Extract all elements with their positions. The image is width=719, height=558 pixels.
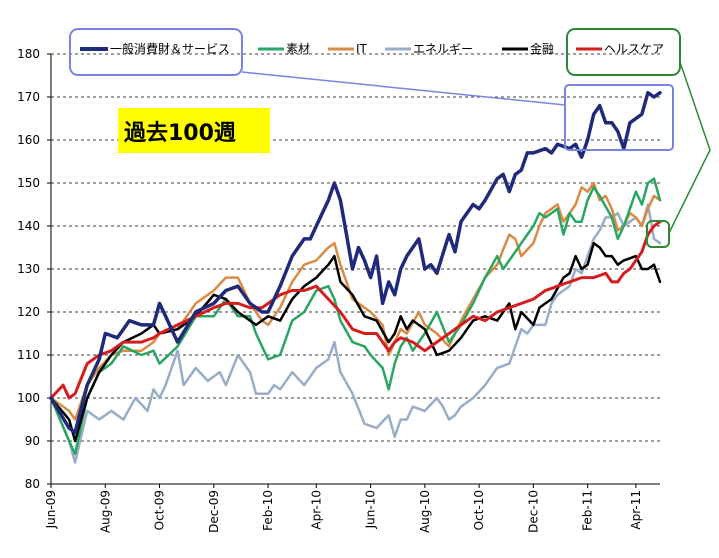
legend-label: 一般消費財＆サービス: [110, 41, 230, 56]
x-tick-label: Aug-09: [98, 490, 112, 533]
y-tick-label: 160: [17, 133, 40, 147]
y-tick-label: 100: [17, 391, 40, 405]
x-tick-label: Oct-10: [472, 490, 486, 530]
y-tick-label: 170: [17, 90, 40, 104]
series-line-materials: [49, 177, 662, 456]
legend-item-materials: 素材: [258, 42, 310, 56]
legend: 一般消費財＆サービス 素材 IT エネルギー 金融 ヘルスケア: [80, 41, 664, 56]
badge-background: [118, 108, 270, 153]
callout-consumer-end: [564, 84, 674, 151]
callout-consumer-connector: [241, 71, 566, 106]
x-tick-label: Apr-11: [629, 490, 643, 530]
legend-item-energy: エネルギー: [385, 42, 473, 56]
badge: 過去100週: [118, 108, 270, 153]
x-tick-label: Jun-09: [44, 490, 58, 529]
legend-item-financials: 金融: [502, 41, 554, 56]
y-tick-label: 180: [17, 47, 40, 61]
callout-healthcare-connector: [668, 61, 711, 234]
x-tick-labels: Jun-09 Aug-09 Oct-09 Dec-09 Feb-10 Apr-10 Jun-…: [44, 484, 643, 533]
x-tick-label: Feb-11: [581, 490, 595, 531]
y-tick-label: 130: [17, 262, 40, 276]
y-tick-label: 120: [17, 305, 40, 319]
legend-item-consumer: 一般消費財＆サービス: [80, 41, 230, 56]
callout-consumer-legend: [69, 28, 243, 76]
y-tick-label: 140: [17, 219, 40, 233]
badge-label: 過去100週: [124, 120, 236, 146]
legend-item-it: IT: [328, 42, 368, 56]
series-lines: [49, 90, 662, 464]
y-tick-label: 110: [17, 348, 40, 362]
y-tick-label: 150: [17, 176, 40, 190]
legend-label: 金融: [530, 41, 554, 56]
x-tick-label: Jun-10: [364, 490, 378, 529]
series-line-healthcare: [49, 220, 662, 400]
x-tick-label: Dec-09: [207, 490, 221, 533]
callout-healthcare-legend: [566, 28, 681, 76]
legend-label: 素材: [286, 42, 310, 56]
y-tick-label: 90: [25, 434, 40, 448]
x-tick-label: Apr-10: [309, 490, 323, 530]
callout-healthcare-end: [646, 220, 670, 248]
series-line-consumer: [49, 90, 662, 435]
x-tick-label: Aug-10: [418, 490, 432, 533]
legend-item-healthcare: ヘルスケア: [576, 42, 664, 56]
x-tick-label: Feb-10: [261, 490, 275, 531]
y-tick-label: 80: [25, 477, 40, 491]
x-tick-label: Dec-10: [526, 490, 540, 533]
legend-label: エネルギー: [413, 42, 473, 56]
legend-label: ヘルスケア: [604, 42, 664, 56]
y-tick-labels: 80 90 100 110 120 130 140 150 160 170 180: [17, 47, 51, 491]
x-tick-label: Oct-09: [153, 490, 167, 530]
legend-label: IT: [356, 42, 368, 56]
series-line-energy: [49, 203, 662, 464]
callouts: [69, 28, 711, 248]
